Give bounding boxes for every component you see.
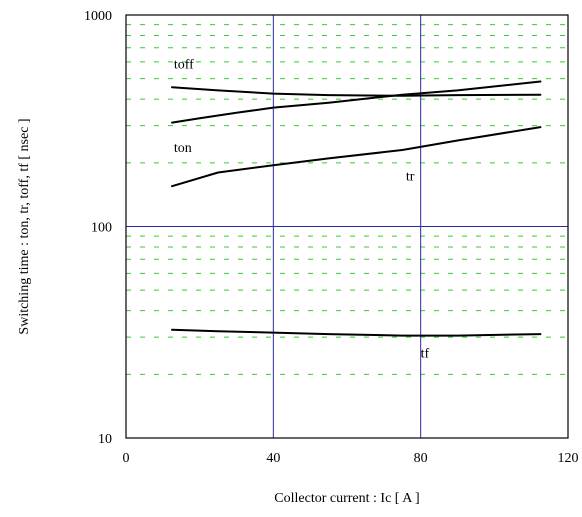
series-lines [171,80,542,337]
plot-frame [125,14,569,439]
y-tick-labels: 10 100 1000 [84,9,112,447]
minor-grid [126,24,568,375]
x-tick-label-40: 40 [266,451,280,466]
x-tick-label-120: 120 [558,451,579,466]
series-labels: toff ton tr tf [174,57,430,361]
x-tick-label-80: 80 [414,451,428,466]
y-tick-label-10: 10 [98,432,112,447]
series-label-ton: ton [174,141,192,156]
x-tick-label-0: 0 [123,451,130,466]
major-grid [126,15,568,438]
series-label-toff: toff [174,57,194,72]
series-line-tf [171,328,542,337]
series-line-toff [171,86,542,97]
x-axis-title: Collector current : Ic [ A ] [274,491,419,506]
y-axis-title: Switching time : ton, tr, toff, tf [ nse… [17,118,32,334]
x-tick-labels: 0 40 80 120 [123,451,579,466]
y-tick-label-1000: 1000 [84,9,112,24]
y-tick-label-100: 100 [91,221,112,236]
series-line-tr [171,126,542,188]
series-label-tf: tf [421,347,430,362]
series-line-ton [171,80,542,124]
series-label-tr: tr [406,170,415,185]
